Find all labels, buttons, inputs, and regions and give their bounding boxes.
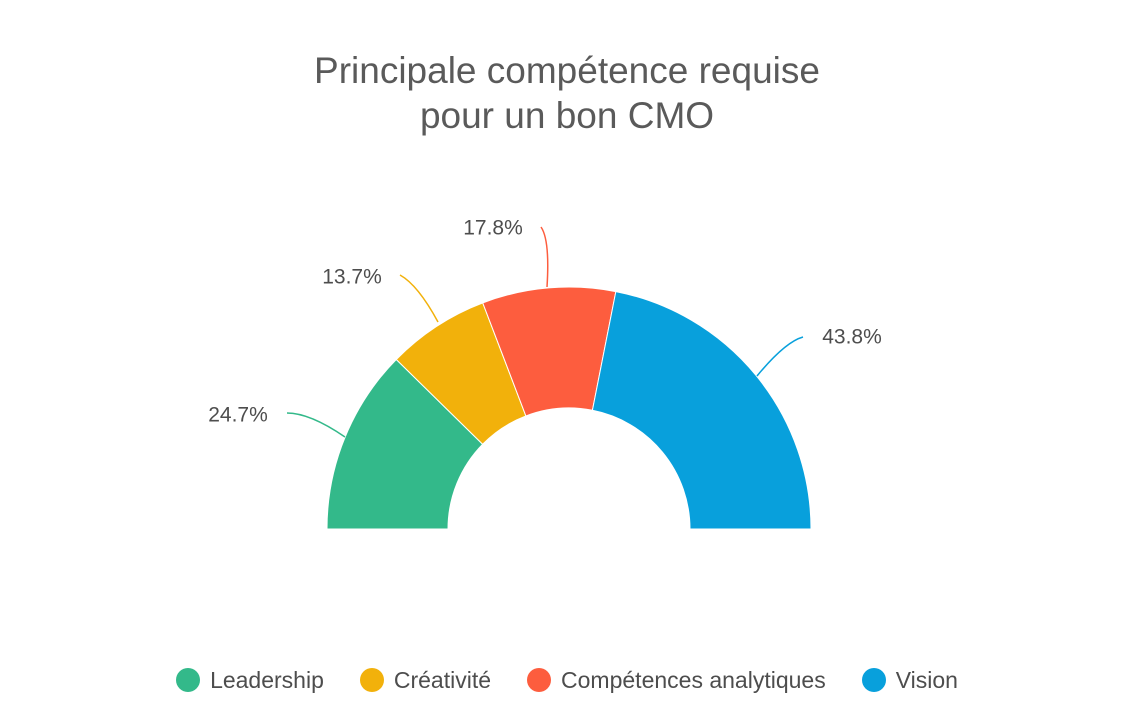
legend-item-competences-analytiques[interactable]: Compétences analytiques xyxy=(527,667,826,694)
legend-label: Créativité xyxy=(393,666,492,693)
legend-item-creativite[interactable]: Créativité xyxy=(359,666,492,694)
legend-label: Vision xyxy=(895,666,958,693)
leader-line-vision xyxy=(756,336,804,377)
legend-item-leadership[interactable]: Leadership xyxy=(176,667,324,694)
data-label-leadership: 24.7% xyxy=(208,404,268,427)
legend-marker-icon xyxy=(861,668,886,692)
leader-line-creativite xyxy=(399,274,439,323)
data-label-creativite: 13.7% xyxy=(322,266,382,289)
legend-label: Compétences analytiques xyxy=(561,666,826,693)
chart-title-line-2: pour un bon CMO xyxy=(419,95,715,136)
legend-label: Leadership xyxy=(210,666,324,693)
chart-title-line-1: Principale compétence requise xyxy=(314,50,820,91)
legend-item-vision[interactable]: Vision xyxy=(861,666,958,694)
data-label-vision: 43.8% xyxy=(822,326,882,349)
legend-marker-icon xyxy=(176,668,201,692)
legend-marker-icon xyxy=(359,668,384,692)
leader-line-leadership xyxy=(286,412,346,438)
leader-line-competences-analytiques xyxy=(540,226,549,288)
data-label-competences-analytiques: 17.8% xyxy=(463,217,523,240)
legend-marker-icon xyxy=(527,668,552,692)
legend: Leadership Créativité Compétences analytiq… xyxy=(0,662,1134,698)
slice-vision[interactable] xyxy=(591,290,812,530)
chart-title: Principale compétence requise pour un bo… xyxy=(0,48,1134,138)
